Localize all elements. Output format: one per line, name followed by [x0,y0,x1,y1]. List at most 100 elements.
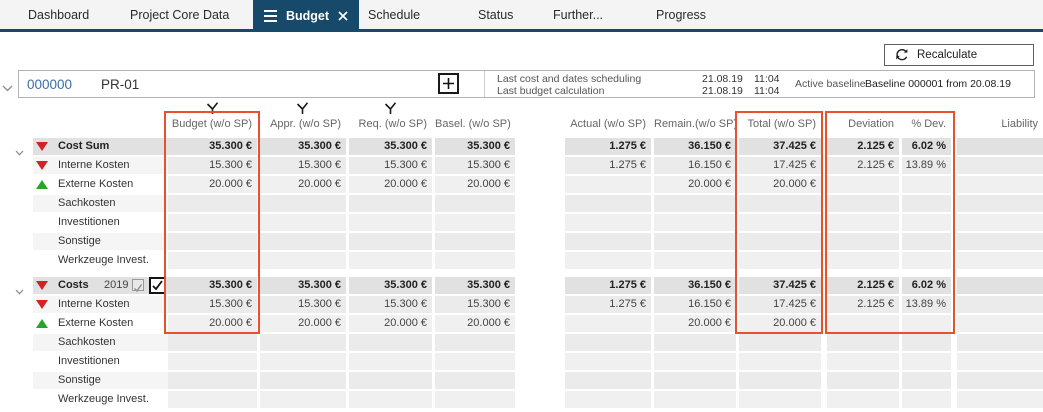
table-group-row[interactable]: Costs 2019 35.300 €35.300 €35.300 €35.300 … [0,277,1043,295]
row-label[interactable]: Externe Kosten [58,178,134,190]
cell-basel[interactable] [435,214,515,231]
cell-total[interactable]: 37.425 € [739,277,821,294]
cell-actual[interactable]: 1.275 € [565,138,651,155]
cell-basel[interactable] [435,195,515,212]
cell-pdev[interactable]: 6.02 % [902,138,951,155]
cell-actual[interactable]: 1.275 € [565,296,651,313]
cell-total[interactable]: 20.000 € [739,315,821,332]
project-collapse-chevron-icon[interactable] [2,79,13,97]
row-label[interactable]: Externe Kosten [58,317,134,329]
cell-appr[interactable] [260,214,346,231]
cell-appr[interactable] [260,195,346,212]
cell-req[interactable] [349,372,432,389]
cell-deviation[interactable] [827,195,899,212]
cell-liability[interactable] [957,277,1043,294]
cell-actual[interactable] [565,391,651,408]
cell-actual[interactable] [565,233,651,250]
cell-deviation[interactable] [827,233,899,250]
cell-remain[interactable] [654,214,736,231]
menu-icon[interactable] [264,9,277,24]
row-label[interactable]: Investitionen [58,355,120,367]
cell-budget[interactable]: 20.000 € [168,176,257,193]
cell-deviation[interactable] [827,391,899,408]
row-label[interactable]: Werkzeuge Invest. [58,254,149,266]
cell-req[interactable]: 15.300 € [349,157,432,174]
cell-appr[interactable]: 35.300 € [260,138,346,155]
cell-pdev[interactable] [902,252,951,269]
row-label[interactable]: Interne Kosten [58,159,130,171]
cell-pdev[interactable] [902,195,951,212]
tab-further[interactable]: Further... [553,0,603,29]
cell-pdev[interactable] [902,315,951,332]
cell-total[interactable] [739,252,821,269]
cell-req[interactable]: 15.300 € [349,296,432,313]
cell-req[interactable] [349,252,432,269]
cell-actual[interactable]: 1.275 € [565,277,651,294]
cell-total[interactable]: 20.000 € [739,176,821,193]
filter-icon[interactable] [296,102,309,120]
cell-liability[interactable] [957,353,1043,370]
cell-remain[interactable] [654,233,736,250]
cell-total[interactable] [739,334,821,351]
cell-deviation[interactable] [827,315,899,332]
cell-pdev[interactable]: 6.02 % [902,277,951,294]
cell-deviation[interactable] [827,214,899,231]
cell-remain[interactable] [654,353,736,370]
table-row[interactable]: Werkzeuge Invest. [0,391,1043,408]
cell-req[interactable] [349,353,432,370]
cell-deviation[interactable] [827,353,899,370]
cell-remain[interactable]: 16.150 € [654,296,736,313]
cell-remain[interactable]: 20.000 € [654,315,736,332]
cell-actual[interactable] [565,252,651,269]
cell-deviation[interactable] [827,372,899,389]
cell-liability[interactable] [957,233,1043,250]
cell-pdev[interactable] [902,334,951,351]
cell-total[interactable]: 17.425 € [739,157,821,174]
cell-pdev[interactable]: 13.89 % [902,296,951,313]
tab-dashboard[interactable]: Dashboard [28,0,89,29]
table-group-row[interactable]: Cost Sum 35.300 €35.300 €35.300 €35.300 €… [0,138,1043,156]
project-header-row[interactable]: 000000 PR-01 Last cost and dates schedul… [18,70,1035,98]
cell-basel[interactable] [435,353,515,370]
cell-liability[interactable] [957,176,1043,193]
row-label[interactable]: Werkzeuge Invest. [58,393,149,405]
cell-liability[interactable] [957,372,1043,389]
cell-basel[interactable]: 15.300 € [435,296,515,313]
cell-total[interactable] [739,214,821,231]
cell-liability[interactable] [957,214,1043,231]
cell-budget[interactable] [168,195,257,212]
cell-budget[interactable] [168,233,257,250]
cell-total[interactable]: 17.425 € [739,296,821,313]
cell-basel[interactable] [435,391,515,408]
cell-pdev[interactable] [902,214,951,231]
table-row[interactable]: Externe Kosten 20.000 €20.000 €20.000 €20… [0,176,1043,193]
cell-basel[interactable] [435,233,515,250]
cell-actual[interactable] [565,176,651,193]
cell-deviation[interactable] [827,176,899,193]
close-icon[interactable] [338,11,348,21]
cell-budget[interactable]: 15.300 € [168,157,257,174]
table-row[interactable]: Werkzeuge Invest. [0,252,1043,269]
cell-req[interactable]: 35.300 € [349,138,432,155]
cell-budget[interactable] [168,214,257,231]
cell-deviation[interactable]: 2.125 € [827,157,899,174]
cell-pdev[interactable] [902,372,951,389]
cell-basel[interactable]: 20.000 € [435,315,515,332]
cell-budget[interactable]: 20.000 € [168,315,257,332]
cell-pdev[interactable] [902,176,951,193]
cell-req[interactable] [349,214,432,231]
cell-remain[interactable]: 20.000 € [654,176,736,193]
row-label[interactable]: Sachkosten [58,197,116,209]
row-label[interactable]: Sonstige [58,235,101,247]
cell-liability[interactable] [957,391,1043,408]
cell-liability[interactable] [957,157,1043,174]
cell-total[interactable] [739,353,821,370]
cell-budget[interactable] [168,334,257,351]
row-label[interactable]: Cost Sum [58,140,110,152]
cell-appr[interactable] [260,391,346,408]
cell-appr[interactable] [260,372,346,389]
cell-liability[interactable] [957,296,1043,313]
project-name[interactable]: PR-01 [101,77,140,92]
table-row[interactable]: Investitionen [0,353,1043,370]
table-row[interactable]: Interne Kosten 15.300 €15.300 €15.300 €15… [0,157,1043,174]
